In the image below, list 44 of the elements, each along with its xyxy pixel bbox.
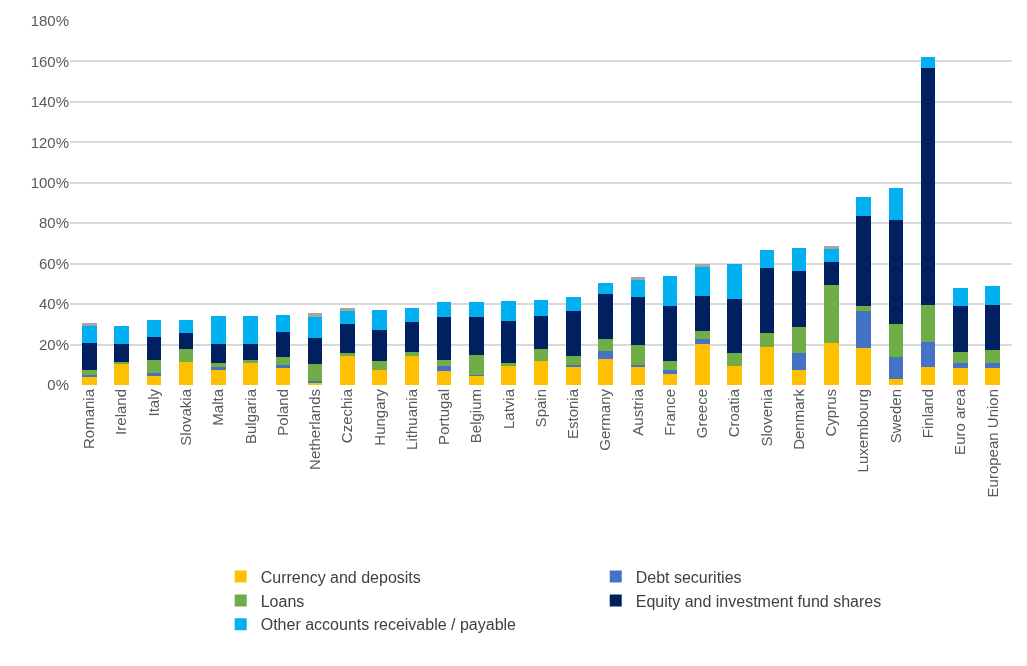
x-tick-label: Czechia — [338, 388, 356, 444]
x-tick-label: Cyprus — [822, 389, 840, 437]
x-tick-label: Latvia — [499, 388, 517, 430]
y-tick-label: 80% — [38, 214, 69, 232]
y-tick-label: 180% — [30, 12, 69, 30]
x-tick-label: Hungary — [370, 388, 388, 446]
x-tick-label: Slovakia — [177, 388, 195, 446]
x-tick-label: France — [660, 389, 678, 436]
x-tick-label: Netherlands — [306, 389, 324, 470]
x-tick-label: Portugal — [435, 389, 453, 445]
x-tick-label: Germany — [596, 388, 614, 451]
x-tick-label: Malta — [209, 388, 227, 426]
x-tick-label: Spain — [531, 389, 549, 428]
x-tick-label: Poland — [273, 389, 291, 436]
legend-label: Equity and investment fund shares — [635, 592, 882, 610]
y-tick-label: 120% — [30, 133, 69, 151]
x-tick-label: Finland — [918, 389, 936, 439]
x-tick-label: Austria — [628, 388, 646, 436]
x-tick-label: Bulgaria — [241, 388, 259, 445]
y-tick-label: 40% — [38, 295, 69, 313]
legend-label: Other accounts receivable / payable — [260, 616, 517, 634]
x-tick-label: Sweden — [886, 389, 904, 444]
x-tick-label: Ireland — [112, 389, 130, 435]
y-tick-label: 20% — [38, 335, 69, 353]
legend-label: Currency and deposits — [260, 568, 421, 586]
x-tick-label: Lithuania — [402, 388, 420, 450]
x-tick-label: Italy — [144, 388, 162, 417]
x-tick-label: Denmark — [789, 388, 807, 450]
x-tick-label: Belgium — [467, 389, 485, 444]
x-tick-label: Luxembourg — [854, 389, 872, 473]
legend-label: Loans — [260, 592, 305, 610]
y-tick-label: 160% — [30, 52, 69, 70]
y-tick-label: 100% — [30, 174, 69, 192]
y-tick-label: 140% — [30, 93, 69, 111]
legend-label: Debt securities — [635, 568, 742, 586]
y-tick-label: 60% — [38, 254, 69, 272]
x-tick-label: Romania — [80, 388, 98, 450]
x-tick-label: Croatia — [725, 388, 743, 438]
x-tick-label: Euro area — [951, 388, 969, 455]
x-tick-label: European Union — [983, 389, 1001, 498]
y-tick-label: 0% — [47, 376, 69, 394]
x-tick-label: Slovenia — [757, 388, 775, 447]
x-tick-label: Estonia — [564, 388, 582, 440]
x-tick-label: Greece — [693, 389, 711, 439]
